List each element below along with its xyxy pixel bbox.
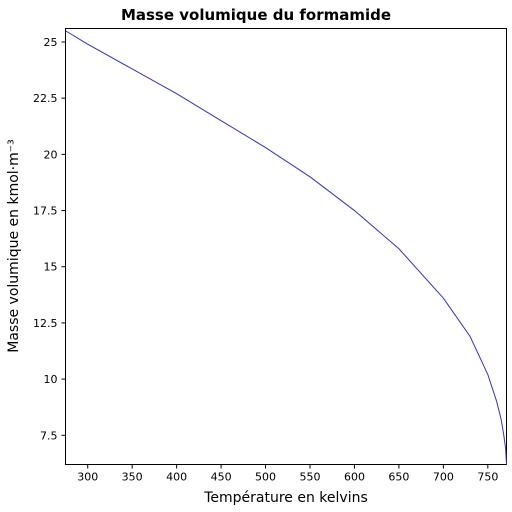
y-tick-label: 20 <box>44 148 58 161</box>
chart-title: Masse volumique du formamide <box>121 6 391 24</box>
x-tick-label: 350 <box>122 471 143 484</box>
x-axis-label: Température en kelvins <box>203 490 368 506</box>
x-tick-label: 700 <box>433 471 454 484</box>
y-tick-label: 10 <box>44 373 58 386</box>
y-tick-label: 12.5 <box>33 317 58 330</box>
y-tick-label: 17.5 <box>33 205 58 218</box>
plot-area <box>65 28 507 465</box>
x-tick-label: 500 <box>255 471 276 484</box>
x-axis: 300 350 400 450 500 550 600 650 700 750 <box>77 464 498 484</box>
x-tick-label: 550 <box>300 471 321 484</box>
y-tick-label: 15 <box>44 261 58 274</box>
x-tick-label: 600 <box>344 471 365 484</box>
x-tick-label: 450 <box>211 471 232 484</box>
y-axis: 7.5 10 12.5 15 17.5 20 22.5 25 <box>33 36 66 442</box>
y-tick-label: 7.5 <box>40 429 58 442</box>
x-tick-label: 650 <box>388 471 409 484</box>
series-layer <box>65 30 507 465</box>
series-line <box>65 30 507 465</box>
y-tick-label: 22.5 <box>33 92 58 105</box>
y-axis-label: Masse volumique en kmol·m⁻³ <box>6 139 22 353</box>
x-tick-label: 750 <box>477 471 498 484</box>
x-tick-label: 300 <box>77 471 98 484</box>
x-tick-label: 400 <box>166 471 187 484</box>
y-tick-label: 25 <box>44 36 58 49</box>
